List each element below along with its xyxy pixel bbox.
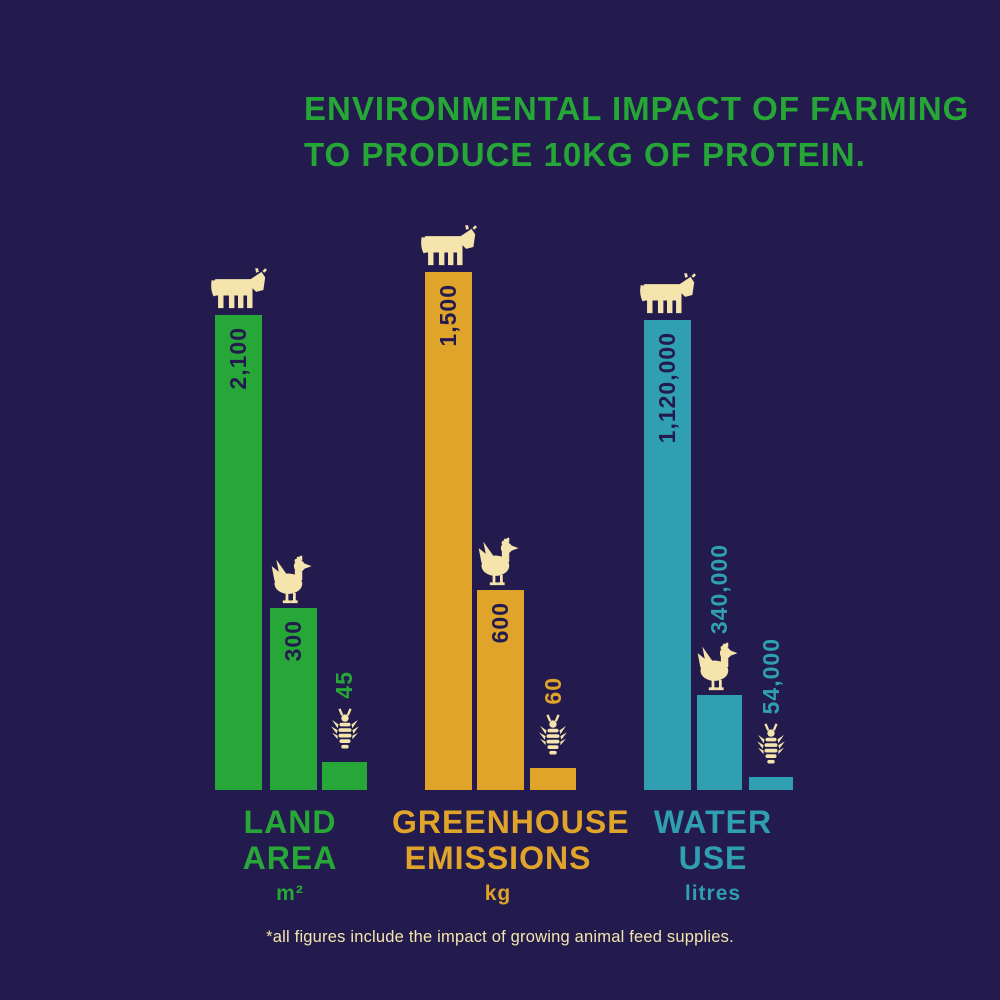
chart-title-line1: ENVIRONMENTAL IMPACT OF FARMING bbox=[304, 90, 970, 127]
caption-greenhouse-emissions: GREENHOUSE EMISSIONS kg bbox=[392, 804, 630, 907]
bar-emissions-insects bbox=[530, 768, 576, 790]
bar-column-land-beef: 2,100 bbox=[206, 268, 270, 790]
bar-column-emissions-chicken: 600 bbox=[475, 537, 525, 790]
cricket-icon bbox=[539, 713, 567, 761]
bar-column-emissions-beef: 1,500 bbox=[416, 225, 480, 790]
bar-emissions-chicken: 600 bbox=[476, 590, 524, 790]
cow-icon bbox=[638, 273, 696, 317]
cricket-icon bbox=[757, 722, 785, 770]
cow-icon bbox=[419, 225, 477, 269]
caption-water-line2: USE bbox=[678, 840, 748, 876]
bar-column-land-insects: 45 bbox=[322, 671, 367, 790]
bar-column-emissions-insects: 60 bbox=[530, 677, 576, 790]
chart-title-line2: TO PRODUCE 10KG OF PROTEIN. bbox=[304, 136, 866, 173]
caption-emissions-line1: GREENHOUSE bbox=[392, 804, 630, 840]
caption-emissions-unit: kg bbox=[484, 882, 512, 905]
value-label-emissions-beef: 1,500 bbox=[434, 284, 461, 347]
bar-column-land-chicken: 300 bbox=[268, 555, 318, 790]
value-label-emissions-insects: 60 bbox=[539, 677, 566, 705]
bar-column-water-insects: 54,000 bbox=[749, 638, 793, 790]
bar-land-chicken: 300 bbox=[269, 608, 317, 790]
caption-emissions-line2: EMISSIONS bbox=[404, 840, 592, 876]
chart-title: ENVIRONMENTAL IMPACT OF FARMING TO PRODU… bbox=[304, 86, 969, 178]
caption-land-unit: m² bbox=[276, 882, 304, 905]
caption-water-use: WATER USE litres bbox=[628, 804, 798, 907]
bar-emissions-beef: 1,500 bbox=[424, 272, 472, 790]
chicken-icon bbox=[270, 555, 316, 605]
caption-land-line1: LAND bbox=[243, 804, 337, 840]
bar-water-chicken bbox=[696, 695, 742, 790]
caption-land-area: LAND AREA m² bbox=[205, 804, 375, 907]
bar-land-beef: 2,100 bbox=[214, 315, 262, 790]
bar-water-beef: 1,120,000 bbox=[643, 320, 691, 790]
chicken-icon bbox=[696, 642, 742, 692]
bar-column-water-chicken: 340,000 bbox=[694, 544, 744, 790]
footnote: *all figures include the impact of growi… bbox=[266, 928, 734, 946]
value-label-water-chicken: 340,000 bbox=[705, 543, 732, 634]
caption-water-line1: WATER bbox=[653, 804, 773, 840]
bar-land-insects bbox=[322, 762, 367, 790]
bar-water-insects bbox=[749, 777, 793, 790]
cricket-icon bbox=[331, 707, 359, 755]
caption-water-unit: litres bbox=[684, 882, 742, 905]
value-label-emissions-chicken: 600 bbox=[486, 602, 513, 644]
chicken-icon bbox=[477, 537, 523, 587]
value-label-land-insects: 45 bbox=[331, 671, 357, 699]
value-label-land-beef: 2,100 bbox=[224, 327, 251, 390]
caption-land-line2: AREA bbox=[242, 840, 338, 876]
value-label-water-beef: 1,120,000 bbox=[653, 332, 680, 444]
bar-column-water-beef: 1,120,000 bbox=[635, 273, 699, 790]
cow-icon bbox=[209, 268, 267, 312]
value-label-land-chicken: 300 bbox=[279, 620, 306, 662]
value-label-water-insects: 54,000 bbox=[757, 637, 784, 714]
